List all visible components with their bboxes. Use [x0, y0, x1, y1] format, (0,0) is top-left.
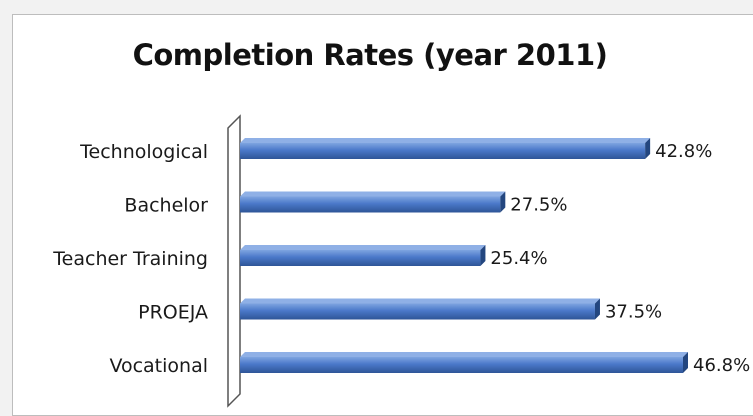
bars-group [240, 138, 688, 373]
category-label: Vocational [109, 355, 208, 377]
bar-side [594, 298, 600, 320]
bar [240, 250, 481, 266]
chart-frame [12, 14, 753, 416]
bar-top [240, 298, 600, 304]
data-label: 37.5% [605, 302, 662, 323]
bar-top [240, 191, 506, 197]
category-labels: Technological Bachelor Teacher Training PRO… [52, 141, 208, 377]
bar [240, 196, 501, 213]
category-label: PROEJA [138, 302, 208, 324]
category-label: Teacher Training [52, 248, 208, 270]
bar-side [500, 191, 506, 213]
value-labels: 42.8% 27.5% 25.4% 37.5% 46.8% [490, 141, 750, 376]
bar-side [683, 352, 688, 373]
bar-top [240, 245, 486, 250]
category-label: Bachelor [124, 195, 208, 217]
bar-side [480, 245, 486, 266]
data-label: 27.5% [510, 195, 567, 216]
category-label: Technological [79, 141, 208, 163]
bar-top [240, 352, 688, 357]
axis-wall-side [227, 114, 241, 408]
chart-back-wall [227, 114, 241, 408]
bar [240, 143, 646, 159]
bar-top [240, 138, 651, 143]
chart-title: Completion Rates (year 2011) [132, 38, 608, 72]
data-label: 25.4% [490, 248, 547, 269]
bar-side [645, 138, 651, 159]
data-label: 46.8% [693, 355, 750, 376]
bar [240, 357, 683, 373]
data-label: 42.8% [655, 141, 712, 162]
bar [240, 303, 595, 320]
